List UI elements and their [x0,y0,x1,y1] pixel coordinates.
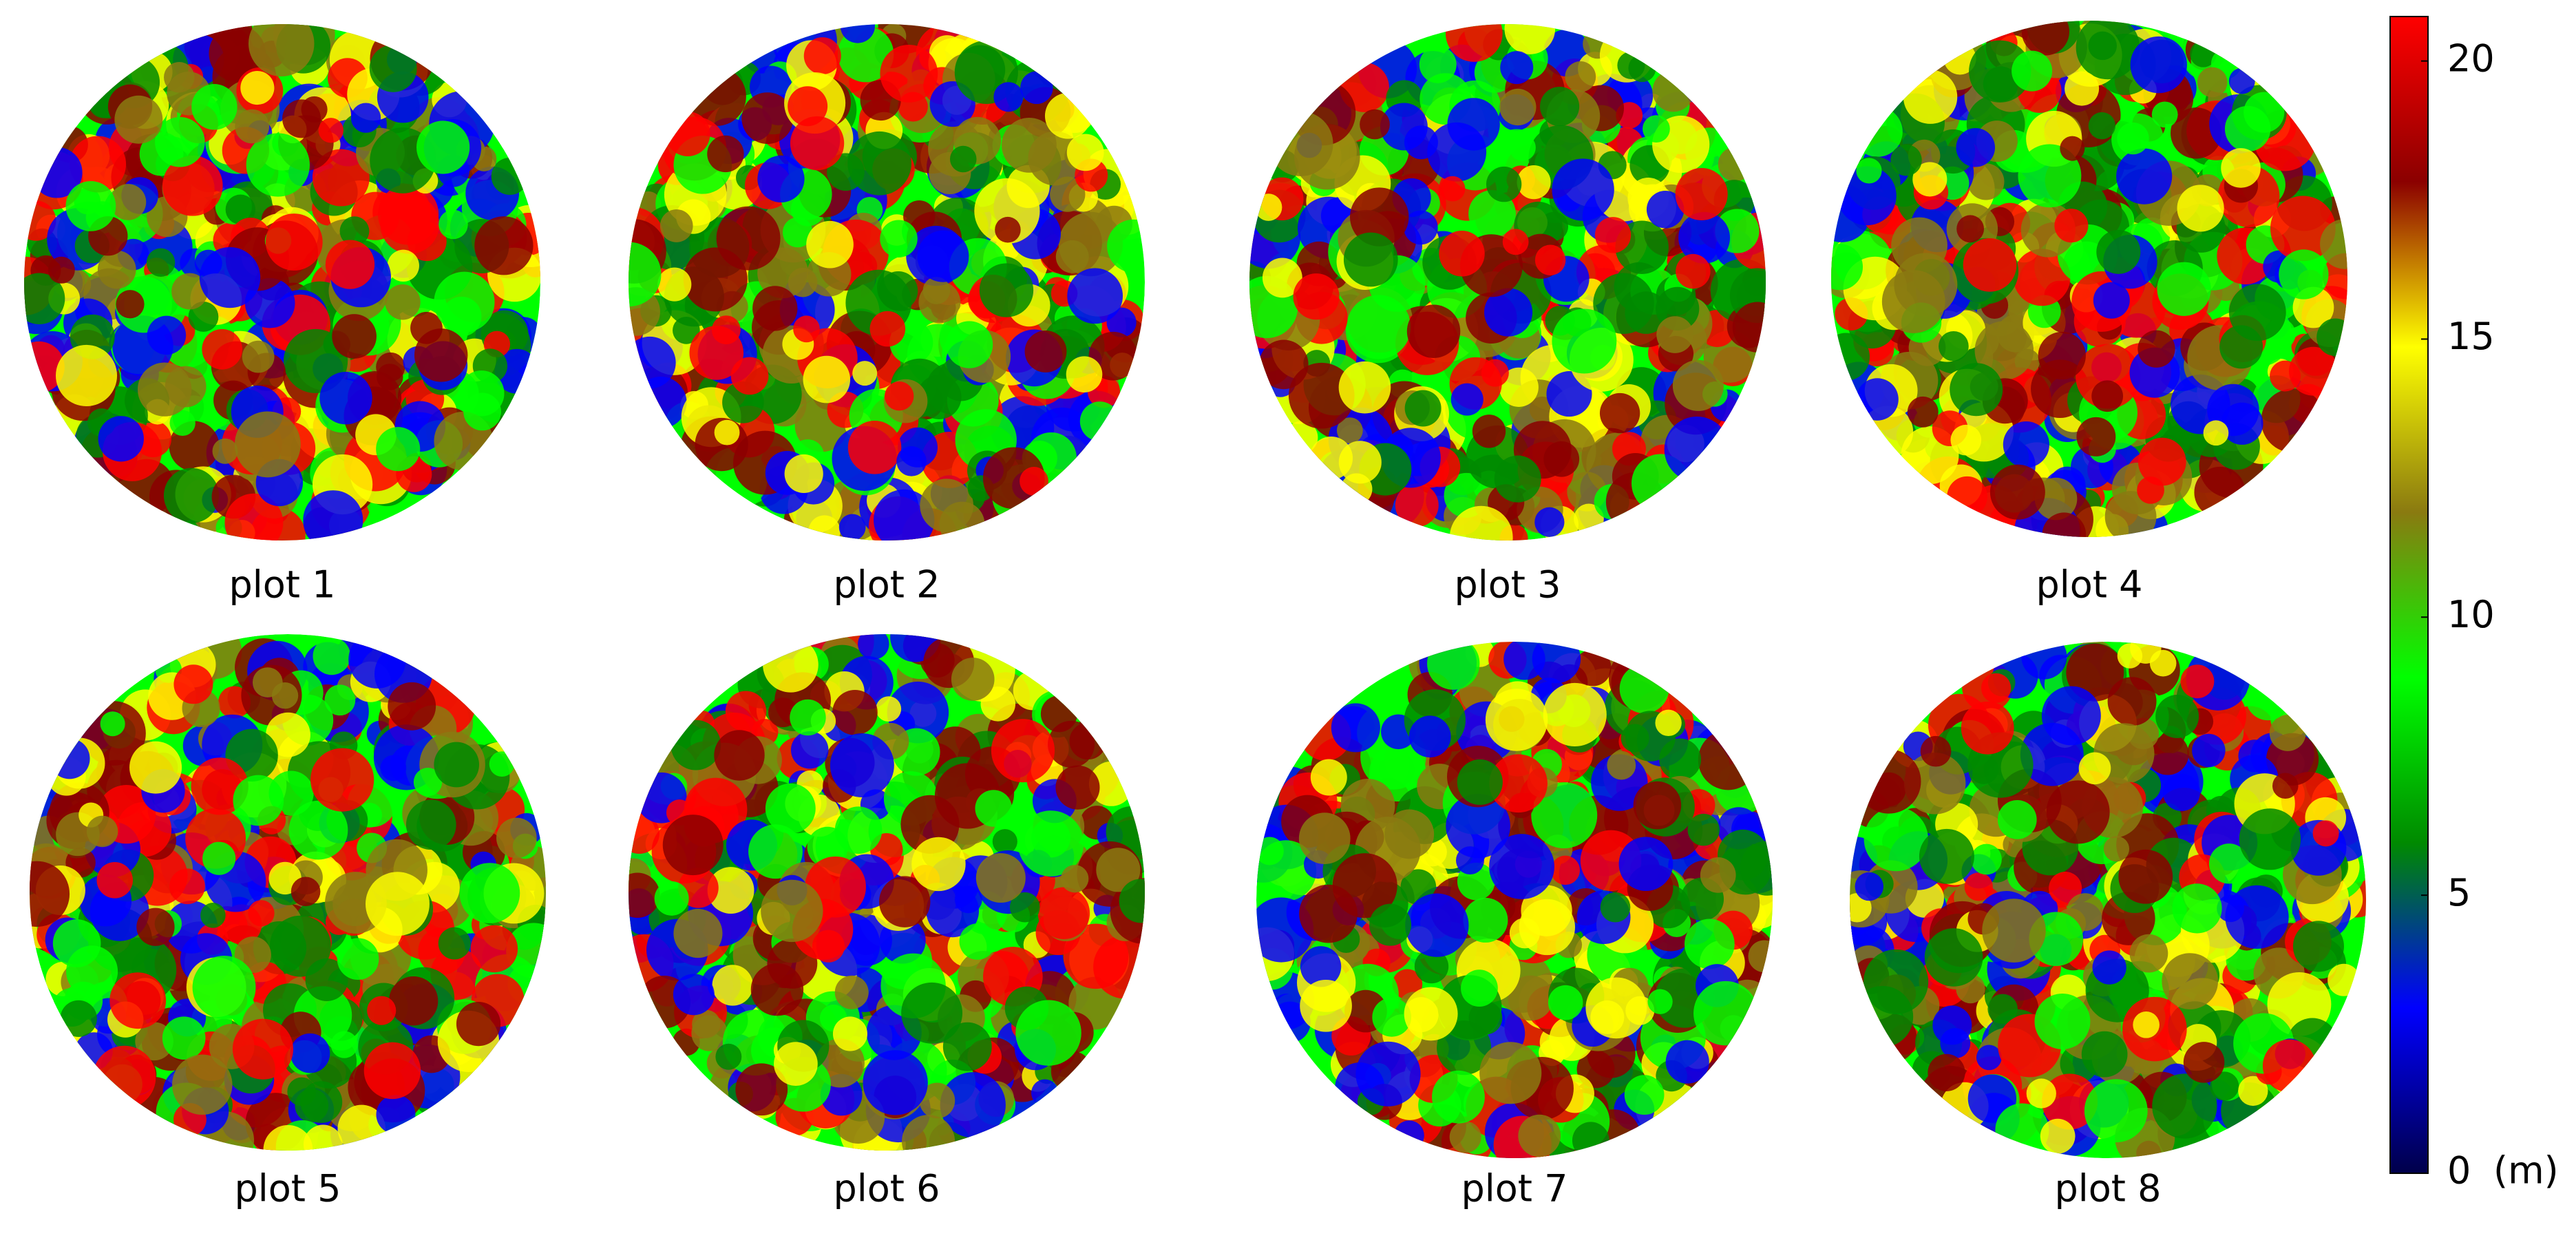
point-cloud [24,24,540,541]
tick-label: 10 [2447,593,2495,636]
point-cloud [1831,21,2347,537]
point-cloud [629,634,1145,1151]
plot-label: plot 4 [2036,563,2142,607]
plot-label: plot 3 [1454,563,1561,607]
plot-label: plot 6 [833,1167,940,1210]
tick-label: 0 [2447,1149,2471,1193]
plot-label: plot 2 [833,563,940,607]
unit-label: (m) [2493,1149,2559,1193]
tick-label: 15 [2447,315,2495,358]
point-cloud [30,634,546,1151]
colorbar [2389,16,2429,1174]
point-cloud [629,24,1145,541]
plot-label: plot 5 [234,1167,341,1210]
plot-label: plot 7 [1461,1167,1567,1210]
point-cloud [1850,642,2366,1158]
point-cloud [1256,642,1773,1158]
tick-label: 20 [2447,36,2495,80]
plot-label: plot 8 [2054,1167,2161,1210]
tick-label: 5 [2447,871,2471,914]
plot-label: plot 1 [229,563,335,607]
point-cloud [1249,24,1766,541]
